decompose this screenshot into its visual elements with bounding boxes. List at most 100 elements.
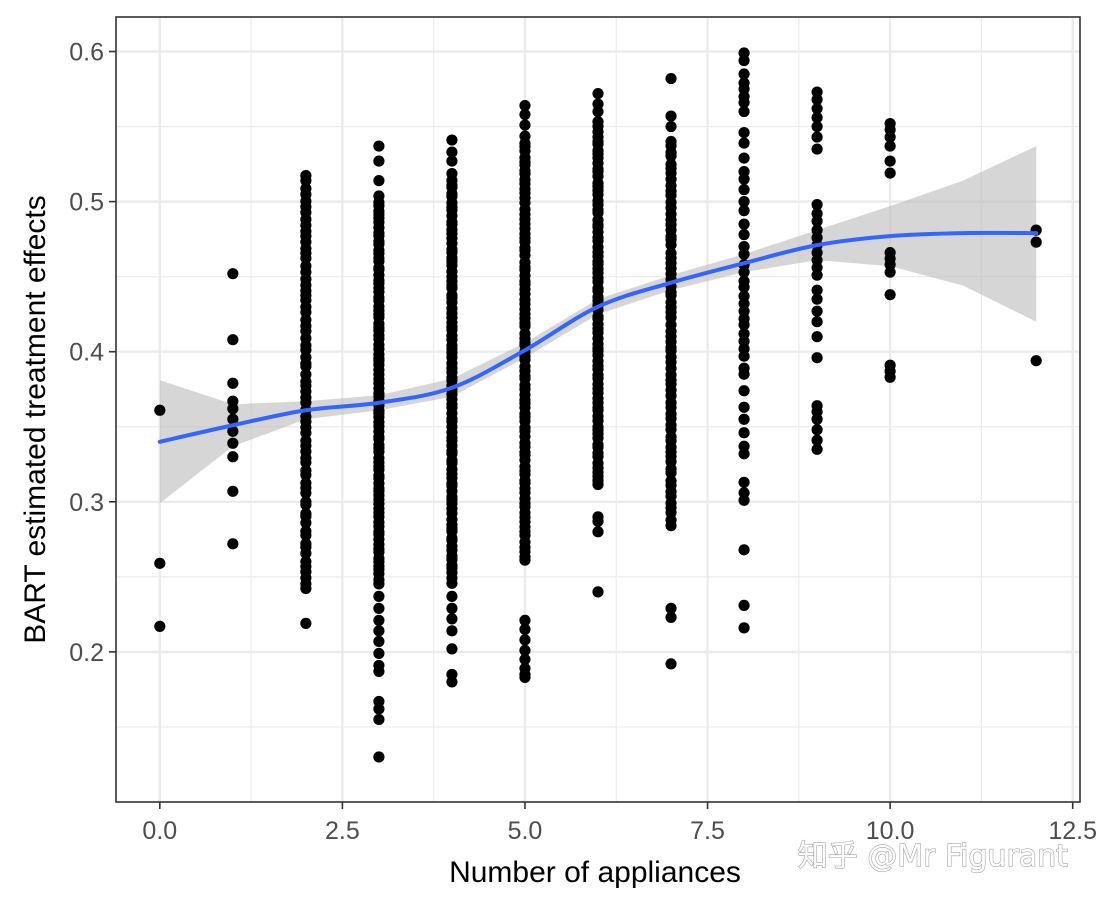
scatter-point — [665, 135, 677, 148]
scatter-point — [811, 131, 823, 143]
scatter-point — [811, 316, 823, 328]
scatter-point — [811, 331, 823, 343]
scatter-point — [300, 496, 312, 508]
scatter-point — [300, 368, 312, 381]
scatter-point — [373, 647, 385, 660]
scatter-point — [665, 611, 677, 623]
scatter-point — [300, 538, 312, 550]
scatter-point — [738, 319, 750, 331]
scatter-point — [738, 427, 750, 439]
scatter-point — [811, 424, 823, 436]
scatter-point — [227, 485, 239, 497]
scatter-point — [446, 134, 458, 146]
scatter-point — [154, 620, 166, 632]
scatter-point — [738, 152, 750, 164]
x-axis: 0.0 2.5 5.0 7.5 10.0 12.5 — [142, 802, 1097, 845]
scatter-point — [665, 475, 677, 487]
scatter-point — [519, 99, 531, 112]
scatter-point — [811, 305, 823, 317]
scatter-point — [738, 68, 750, 80]
scatter-point — [884, 371, 896, 383]
scatter-point — [738, 105, 750, 118]
scatter-point — [154, 557, 166, 569]
scatter-point — [811, 215, 823, 227]
scatter-point — [811, 443, 823, 455]
scatter-point — [1030, 236, 1042, 248]
scatter-point — [884, 289, 896, 301]
scatter-point — [738, 368, 750, 380]
scatter-point — [738, 205, 750, 217]
y-tick-label: 0.2 — [69, 639, 104, 667]
scatter-point — [519, 130, 531, 142]
scatter-point — [665, 658, 677, 670]
scatter-point — [665, 120, 677, 133]
scatter-point — [373, 713, 385, 726]
scatter-point — [738, 413, 750, 425]
scatter-point — [592, 105, 604, 118]
scatter-point — [884, 155, 896, 167]
y-tick-label: 0.4 — [69, 339, 104, 367]
scatter-point — [665, 602, 677, 614]
scatter-point — [300, 555, 312, 568]
scatter-point — [884, 140, 896, 152]
scatter-point — [373, 590, 385, 602]
scatter-point — [592, 586, 604, 598]
scatter-point — [592, 515, 604, 527]
scatter-point — [373, 614, 385, 626]
scatter-point — [373, 140, 385, 152]
y-tick-label: 0.5 — [69, 189, 104, 217]
scatter-point — [154, 404, 166, 416]
scatter-point — [300, 464, 312, 477]
scatter-point — [738, 54, 750, 67]
scatter-point — [446, 625, 458, 637]
scatter-point — [738, 137, 750, 149]
scatter-point — [665, 247, 677, 259]
scatter-point — [592, 87, 604, 100]
scatter-point — [738, 248, 750, 260]
scatter-point — [738, 622, 750, 634]
scatter-point — [519, 644, 531, 657]
scatter-point — [446, 167, 458, 180]
scatter-point — [227, 377, 239, 389]
scatter-point — [300, 617, 312, 629]
scatter-point — [884, 266, 896, 278]
scatter-point — [811, 413, 823, 425]
scatter-point — [811, 111, 823, 124]
y-axis-title: BART estimated treatment effects — [19, 195, 52, 644]
scatter-point — [227, 538, 239, 550]
scatter-point — [811, 102, 823, 115]
scatter-point — [373, 625, 385, 637]
scatter-point — [446, 613, 458, 625]
scatter-point — [373, 602, 385, 614]
scatter-point — [519, 614, 531, 626]
scatter-point — [738, 401, 750, 413]
scatter-point — [811, 93, 823, 106]
scatter-point — [811, 269, 823, 281]
scatter-point — [1030, 355, 1042, 367]
scatter-point — [227, 437, 239, 449]
scatter-point — [227, 425, 239, 437]
smooth-trend-line — [157, 230, 1039, 444]
scatter-point — [592, 526, 604, 538]
scatter-point — [738, 218, 750, 230]
scatter-point — [373, 665, 385, 678]
scatter-point — [446, 590, 458, 602]
scatter-point — [884, 167, 896, 179]
scatter-point — [300, 260, 312, 272]
scatter-point — [446, 155, 458, 167]
scatter-point — [811, 284, 823, 296]
scatter-point — [446, 146, 458, 158]
scatter-point — [738, 385, 750, 397]
scatter-point — [227, 413, 239, 425]
x-axis-title: Number of appliances — [449, 856, 741, 889]
scatter-point — [738, 544, 750, 556]
scatter-point — [738, 599, 750, 611]
scatter-point — [738, 476, 750, 488]
scatter-point — [227, 268, 239, 280]
x-tick-label: 2.5 — [325, 817, 360, 845]
scatter-point — [300, 435, 312, 447]
scatter-point — [227, 334, 239, 346]
scatter-point — [738, 448, 750, 460]
scatter-point — [665, 110, 677, 122]
